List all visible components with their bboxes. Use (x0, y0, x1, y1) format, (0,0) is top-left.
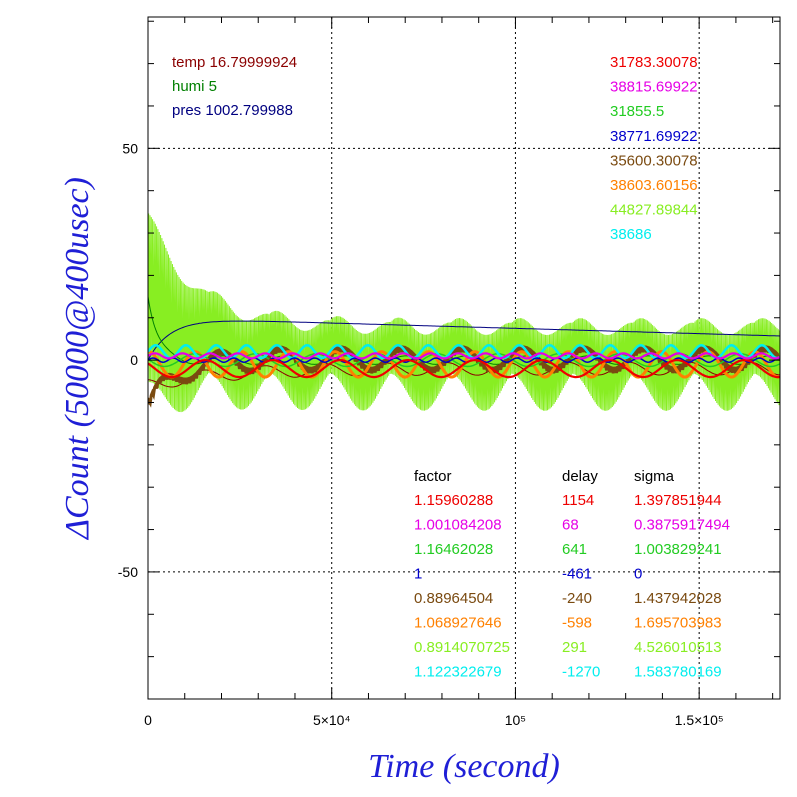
x-tick-label: 1.5×10⁵ (675, 712, 724, 728)
table-header: delay (562, 468, 598, 485)
series-line (148, 352, 780, 360)
table-factor: 1.15960288 (414, 492, 493, 509)
table-delay: 1154 (562, 492, 594, 509)
table-delay: 68 (562, 517, 579, 534)
count-legend: 31783.30078 38815.69922 31855.5 38771.69922… (610, 54, 698, 243)
table-sigma: 0.3875917494 (634, 517, 730, 534)
table-factor: 1.001084208 (414, 517, 502, 534)
table-factor: 1.122322679 (414, 664, 502, 681)
series-layer (148, 213, 780, 413)
table-factor: 0.88964504 (414, 590, 493, 607)
count-label: 31855.5 (610, 103, 664, 120)
y-tick-labels: 50 0 -50 (118, 140, 138, 580)
x-tick-label: 0 (144, 712, 152, 728)
table-delay: -598 (562, 615, 592, 632)
y-tick-label: 50 (122, 140, 138, 156)
table-header: factor (414, 468, 452, 485)
count-label: 38686 (610, 226, 652, 243)
table-delay: -1270 (562, 664, 600, 681)
tick-marks (147, 17, 780, 700)
count-label: 44827.89844 (610, 202, 698, 219)
table-delay: 291 (562, 639, 587, 656)
pres-trace (148, 320, 780, 361)
count-label: 38815.69922 (610, 79, 698, 96)
table-header: sigma (634, 468, 675, 485)
env-temp: temp 16.79999924 (172, 54, 297, 71)
x-tick-labels: 0 5×10⁴ 10⁵ 1.5×10⁵ (144, 712, 724, 728)
table-sigma: 1.397851944 (634, 492, 722, 509)
table-factor: 1.16462028 (414, 541, 493, 558)
count-label: 38771.69922 (610, 128, 698, 145)
table-sigma: 1.695703983 (634, 615, 722, 632)
table-sigma: 4.526010513 (634, 639, 722, 656)
environment-legend: temp 16.79999924 humi 5 pres 1002.799988 (172, 54, 297, 119)
table-delay: -240 (562, 590, 592, 607)
env-pres: pres 1002.799988 (172, 102, 293, 119)
table-sigma: 1.583780169 (634, 664, 722, 681)
count-label: 35600.30078 (610, 152, 698, 169)
table-delay: 641 (562, 541, 587, 558)
count-label: 31783.30078 (610, 54, 698, 71)
plot-frame (147, 16, 781, 700)
x-tick-label: 5×10⁴ (313, 712, 351, 728)
x-axis-title: Time (second) (368, 748, 560, 785)
table-delay: -461 (562, 566, 592, 583)
table-factor: 0.8914070725 (414, 639, 510, 656)
table-factor: 1.068927646 (414, 615, 502, 632)
table-sigma: 0 (634, 566, 642, 583)
series-line (148, 358, 780, 379)
series-line (148, 213, 780, 413)
table-sigma: 1.437942028 (634, 590, 722, 607)
x-tick-label: 10⁵ (505, 712, 526, 728)
series-line (148, 344, 780, 360)
table-sigma: 1.003829241 (634, 541, 722, 558)
count-label: 38603.60156 (610, 177, 698, 194)
y-tick-label: -50 (118, 564, 138, 580)
table-factor: 1 (414, 566, 422, 583)
y-axis-title: ΔCount (50000@400usec) (59, 177, 96, 541)
env-humi: humi 5 (172, 78, 217, 95)
y-tick-label: 0 (130, 352, 138, 368)
factor-table: factor delay sigma 1.15960288 1154 1.39785194… (414, 468, 730, 681)
